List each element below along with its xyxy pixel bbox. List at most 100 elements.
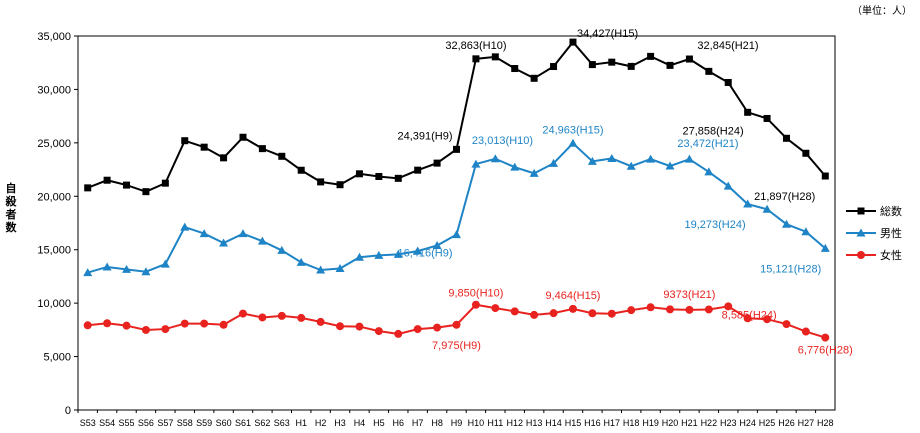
data-point (453, 145, 460, 153)
data-point (529, 168, 539, 177)
series-line (87, 40, 827, 193)
x-tick-label: H17 (604, 418, 621, 428)
data-point (394, 174, 402, 182)
data-point (394, 329, 403, 338)
data-point (335, 263, 345, 272)
data-point (549, 158, 559, 167)
x-tick-label: H1 (295, 418, 307, 428)
data-point (491, 304, 500, 313)
data-point (744, 108, 752, 116)
data-point (647, 52, 655, 60)
x-tick-label: H5 (373, 418, 385, 428)
data-point (821, 333, 830, 342)
data-point (278, 152, 286, 160)
data-point (510, 307, 519, 316)
data-label: 34,427(H15) (577, 28, 638, 40)
data-point (530, 74, 538, 82)
data-label: 15,121(H28) (760, 263, 821, 275)
x-tick-label: H18 (623, 418, 640, 428)
data-point (705, 67, 713, 75)
y-tick-label: 20,000 (37, 191, 71, 203)
data-point (607, 153, 617, 162)
data-point (297, 166, 305, 174)
x-tick-label: H25 (759, 418, 776, 428)
legend-label: 総数 (880, 205, 902, 218)
x-tick-label: S58 (177, 418, 193, 428)
x-tick-label: H20 (662, 418, 679, 428)
x-tick-label: S60 (216, 418, 232, 428)
data-point (782, 134, 790, 142)
data-point (219, 238, 229, 247)
data-point (277, 311, 286, 320)
data-point (374, 250, 384, 259)
data-point (103, 176, 111, 184)
x-tick-label: S62 (254, 418, 270, 428)
x-tick-label: H21 (681, 418, 698, 428)
series-line (87, 141, 826, 274)
data-point (568, 304, 577, 313)
legend-entry: 総数 (846, 200, 902, 222)
x-tick-label: S61 (235, 418, 251, 428)
data-point (568, 138, 578, 147)
data-point (666, 61, 674, 69)
data-point (762, 204, 772, 213)
data-point (83, 268, 93, 277)
data-point (549, 309, 558, 318)
data-point (393, 249, 403, 258)
data-label: 32,845(H21) (697, 40, 758, 52)
x-tick-label: H6 (393, 418, 405, 428)
data-point (375, 173, 383, 181)
data-label: 8,585(H24) (722, 309, 777, 321)
data-point (471, 300, 480, 309)
x-tick-label: H22 (701, 418, 718, 428)
unit-label: （単位：人） (852, 6, 912, 17)
data-point (569, 38, 577, 46)
data-point (820, 243, 830, 252)
data-label: 9373(H21) (663, 289, 715, 301)
y-tick-label: 30,000 (37, 84, 71, 96)
data-point (743, 314, 752, 323)
data-point (471, 159, 481, 168)
data-point (724, 78, 732, 86)
data-point (626, 161, 636, 170)
data-point (199, 229, 209, 238)
data-point (257, 236, 267, 245)
data-label: 23,013(H10) (472, 135, 533, 147)
data-point (317, 178, 325, 186)
data-label: 6,776(H28) (798, 345, 853, 357)
data-point (608, 58, 616, 66)
x-tick-label: S57 (157, 418, 173, 428)
data-label: 24,963(H15) (542, 124, 603, 136)
x-tick-label: H8 (431, 418, 443, 428)
x-tick-label: H4 (354, 418, 366, 428)
data-point (180, 319, 189, 328)
legend-label: 男性 (880, 227, 902, 240)
data-point (723, 181, 733, 190)
data-point (220, 154, 228, 162)
x-tick-label: S54 (99, 418, 115, 428)
x-tick-label: H23 (720, 418, 737, 428)
x-tick-label: H13 (526, 418, 543, 428)
y-tick-label: 15,000 (37, 245, 71, 257)
data-point (200, 319, 209, 328)
data-point (704, 305, 713, 314)
data-point (84, 184, 92, 192)
data-point (550, 63, 558, 71)
data-point (355, 322, 364, 331)
data-point (472, 55, 480, 63)
data-point (239, 133, 247, 141)
x-tick-label: H10 (468, 418, 485, 428)
y-tick-label: 35,000 (37, 31, 71, 43)
x-tick-label: H14 (545, 418, 562, 428)
data-point (102, 262, 112, 271)
data-point (355, 170, 363, 178)
data-point (141, 267, 151, 276)
data-point (685, 55, 693, 63)
legend-entry: 女性 (846, 244, 902, 266)
x-tick-label: S55 (119, 418, 135, 428)
data-point (413, 246, 423, 255)
x-tick-label: H19 (642, 418, 659, 428)
data-point (588, 309, 597, 318)
data-point (258, 145, 266, 153)
